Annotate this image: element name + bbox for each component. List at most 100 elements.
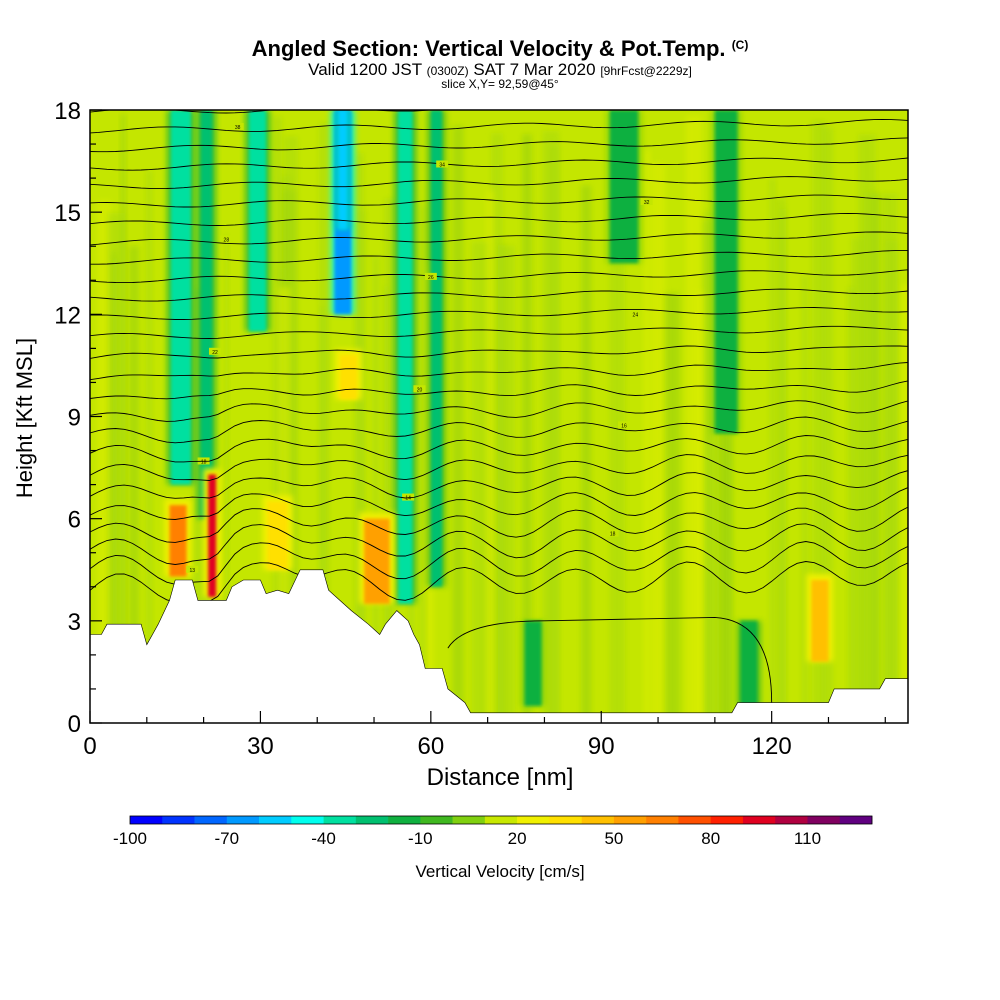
isentrope-label: 34 bbox=[439, 162, 445, 168]
valid-time: Valid 1200 JST bbox=[308, 60, 422, 79]
isentrope-label: 28 bbox=[224, 237, 230, 243]
copyright-mark: (C) bbox=[731, 38, 749, 52]
x-tick-label: 0 bbox=[83, 733, 96, 760]
isentrope-line bbox=[90, 416, 908, 444]
y-axis: 0 3 6 9 12 15 18 bbox=[54, 98, 102, 738]
colorbar-swatch bbox=[807, 816, 841, 824]
isentrope-label-bg bbox=[629, 310, 642, 318]
field-streak bbox=[383, 286, 390, 723]
y-tick-label: 3 bbox=[68, 609, 81, 636]
downdraft-band bbox=[170, 110, 191, 485]
isentrope-lines: 13 18 14 18 16 20 22 24 26 28 32 34 38 44 bbox=[90, 88, 908, 703]
isentrope-line bbox=[90, 157, 908, 171]
field-streak bbox=[272, 116, 283, 723]
slice-info: slice X,Y= 92,59@45° bbox=[441, 77, 559, 91]
downdraft-band bbox=[609, 110, 639, 264]
updraft-core bbox=[811, 579, 829, 662]
colorbar-swatch bbox=[484, 816, 518, 824]
y-tick-label: 18 bbox=[54, 98, 81, 125]
isentrope-line bbox=[90, 454, 908, 481]
colorbar-swatch bbox=[259, 816, 292, 824]
field-streak bbox=[863, 192, 880, 723]
downdraft-band bbox=[524, 620, 542, 706]
colorbar-tick-label: -70 bbox=[214, 829, 239, 848]
isentrope-label-bg bbox=[220, 235, 233, 243]
valid-zulu: (0300Z) bbox=[426, 64, 469, 78]
colorbar-swatch bbox=[162, 816, 195, 824]
isentrope-label-bg bbox=[402, 493, 415, 501]
x-axis: 0 30 60 90 120 bbox=[83, 711, 886, 760]
isentrope-line bbox=[90, 470, 908, 499]
field-streak bbox=[491, 133, 504, 723]
field-streak bbox=[643, 150, 651, 723]
isentrope-line bbox=[90, 249, 908, 265]
isentrope-line bbox=[90, 137, 908, 153]
isentrope-line bbox=[90, 345, 908, 359]
isentrope-line bbox=[90, 541, 908, 585]
colorbar-swatch bbox=[226, 816, 260, 824]
surface-contour bbox=[447, 616, 773, 703]
colorbar-swatch bbox=[323, 816, 357, 824]
isentrope-label: 24 bbox=[633, 312, 639, 318]
isentrope-line bbox=[90, 523, 908, 565]
colorbar-tick-label: -10 bbox=[408, 829, 433, 848]
isentrope-label-bg bbox=[436, 160, 449, 168]
isentrope-label-bg bbox=[186, 565, 199, 573]
field-streak bbox=[486, 190, 495, 723]
isentrope-label: 44 bbox=[655, 88, 661, 94]
field-streak bbox=[354, 153, 364, 723]
updraft-core bbox=[169, 505, 187, 577]
colorbar: -100 -70 -40 -10 20 50 80 110 bbox=[113, 815, 873, 848]
field-streak bbox=[581, 185, 592, 723]
isentrope-line bbox=[90, 231, 908, 246]
downdraft-band bbox=[740, 620, 758, 706]
isentrope-label-bg bbox=[231, 123, 244, 131]
colorbar-swatch bbox=[678, 816, 711, 824]
field-streak bbox=[885, 240, 898, 723]
isentrope-line bbox=[90, 380, 908, 400]
field-streak bbox=[419, 205, 426, 723]
field-streak bbox=[128, 246, 139, 723]
y-tick-label: 9 bbox=[68, 405, 81, 432]
colorbar-swatch bbox=[775, 816, 808, 824]
isentrope-label-bg bbox=[640, 197, 653, 205]
colorbar-swatch bbox=[839, 816, 873, 824]
colorbar-swatch bbox=[710, 816, 744, 824]
isentrope-label: 18 bbox=[201, 459, 207, 465]
isentrope-line bbox=[90, 194, 908, 208]
field-streak bbox=[498, 245, 515, 723]
field-streak bbox=[224, 234, 229, 723]
updraft-core bbox=[208, 474, 217, 597]
downdraft-band bbox=[249, 110, 267, 332]
isentrope-label-bg bbox=[424, 272, 437, 280]
field-streak bbox=[522, 134, 532, 723]
colorbar-swatch bbox=[742, 816, 776, 824]
isentrope-line bbox=[90, 176, 908, 190]
updraft-core bbox=[339, 355, 357, 400]
field-streak bbox=[685, 115, 702, 723]
field-streak bbox=[769, 178, 776, 723]
isentrope-line bbox=[90, 362, 908, 381]
x-axis-label: Distance [nm] bbox=[426, 764, 574, 791]
colorbar-swatch bbox=[420, 816, 453, 824]
colorbar-swatch bbox=[194, 816, 228, 824]
isentrope-line bbox=[90, 506, 908, 543]
field-streak bbox=[779, 208, 786, 723]
isentrope-label: 26 bbox=[428, 275, 434, 281]
colorbar-tick-label: -100 bbox=[113, 829, 147, 848]
field-streak bbox=[900, 284, 908, 723]
colorbar-swatch bbox=[452, 816, 486, 824]
colorbar-swatch bbox=[517, 816, 550, 824]
isentrope-line bbox=[90, 119, 908, 134]
updraft-core bbox=[364, 518, 390, 604]
isentrope-label: 13 bbox=[189, 568, 195, 574]
x-tick-label: 120 bbox=[752, 733, 792, 760]
colorbar-swatch bbox=[130, 816, 163, 824]
forecast-info: [9hrFcst@2229z] bbox=[600, 64, 692, 78]
colorbar-tick-label: 110 bbox=[794, 829, 821, 848]
field-streak bbox=[318, 122, 330, 723]
colorbar-swatch bbox=[549, 816, 582, 824]
colorbar-swatch bbox=[291, 816, 324, 824]
field-streak bbox=[452, 125, 464, 723]
